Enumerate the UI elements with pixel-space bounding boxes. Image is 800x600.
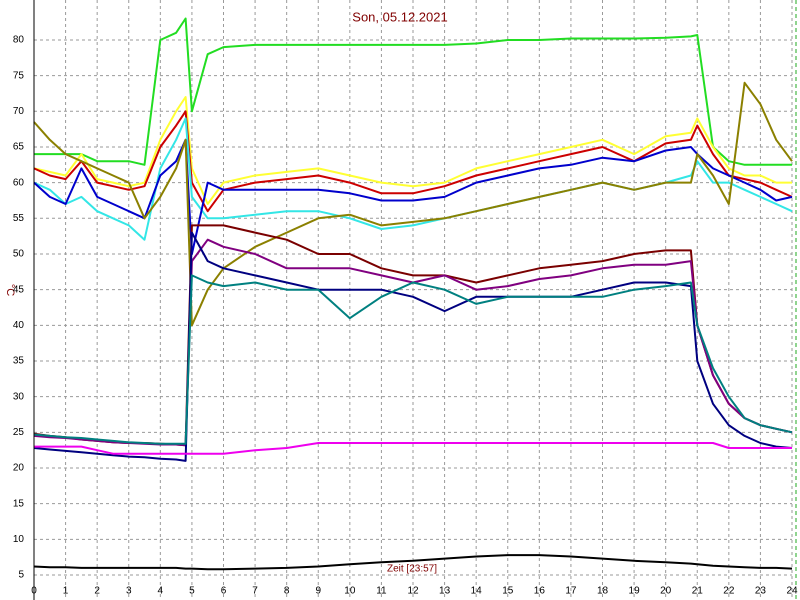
y-tick-label: 45 xyxy=(13,284,25,295)
x-tick-label: 16 xyxy=(534,586,546,597)
y-tick-label: 40 xyxy=(13,320,25,331)
x-tick-label: 23 xyxy=(755,586,767,597)
x-tick-label: 3 xyxy=(126,586,132,597)
x-tick-label: 4 xyxy=(158,586,164,597)
series-line xyxy=(33,117,793,241)
x-tick-label: 8 xyxy=(284,586,290,597)
series-line xyxy=(33,81,793,327)
x-tick-label: 17 xyxy=(565,586,577,597)
x-tick-label: 13 xyxy=(439,586,451,597)
y-tick-label: 80 xyxy=(13,35,25,46)
x-tick-label: 21 xyxy=(692,586,704,597)
x-tick-label: 11 xyxy=(376,586,387,597)
x-tick-label: 10 xyxy=(344,586,356,597)
y-tick-label: 30 xyxy=(13,391,25,402)
y-tick-label: 60 xyxy=(13,177,25,188)
series-line xyxy=(33,274,793,445)
series-line xyxy=(33,96,792,205)
x-tick-label: 22 xyxy=(723,586,735,597)
y-tick-label: 50 xyxy=(13,249,25,260)
x-tick-label: 15 xyxy=(502,586,514,597)
y-axis-label: °C xyxy=(4,284,16,296)
x-tick-label: 1 xyxy=(63,586,69,597)
series-line xyxy=(34,17,792,166)
y-tick-label: 20 xyxy=(13,463,25,474)
x-axis-label: Zeit [23:57] xyxy=(387,564,437,575)
series-line xyxy=(33,110,793,213)
y-tick-label: 25 xyxy=(13,427,25,438)
x-tick-label: 0 xyxy=(31,586,37,597)
series-line xyxy=(33,231,793,462)
y-tick-label: 10 xyxy=(13,534,25,545)
y-tick-label: 15 xyxy=(13,498,25,509)
x-tick-label: 19 xyxy=(629,586,641,597)
y-tick-label: 55 xyxy=(13,213,25,224)
x-tick-label: 5 xyxy=(189,586,195,597)
x-tick-label: 12 xyxy=(407,586,419,597)
x-tick-label: 6 xyxy=(221,586,227,597)
x-tick-label: 7 xyxy=(252,586,258,597)
y-tick-label: 75 xyxy=(13,70,25,81)
x-tick-label: 9 xyxy=(315,586,321,597)
x-tick-label: 18 xyxy=(597,586,609,597)
y-tick-label: 65 xyxy=(13,142,25,153)
x-tick-label: 24 xyxy=(786,586,798,597)
series-line xyxy=(34,442,792,455)
x-tick-label: 14 xyxy=(471,586,483,597)
y-tick-label: 5 xyxy=(18,570,24,581)
y-tick-label: 70 xyxy=(13,106,25,117)
x-tick-label: 2 xyxy=(94,586,100,597)
x-tick-label: 20 xyxy=(660,586,672,597)
y-tick-label: 35 xyxy=(13,356,25,367)
series-line xyxy=(33,554,793,571)
chart-title: Son, 05.12.2021 xyxy=(352,9,447,24)
